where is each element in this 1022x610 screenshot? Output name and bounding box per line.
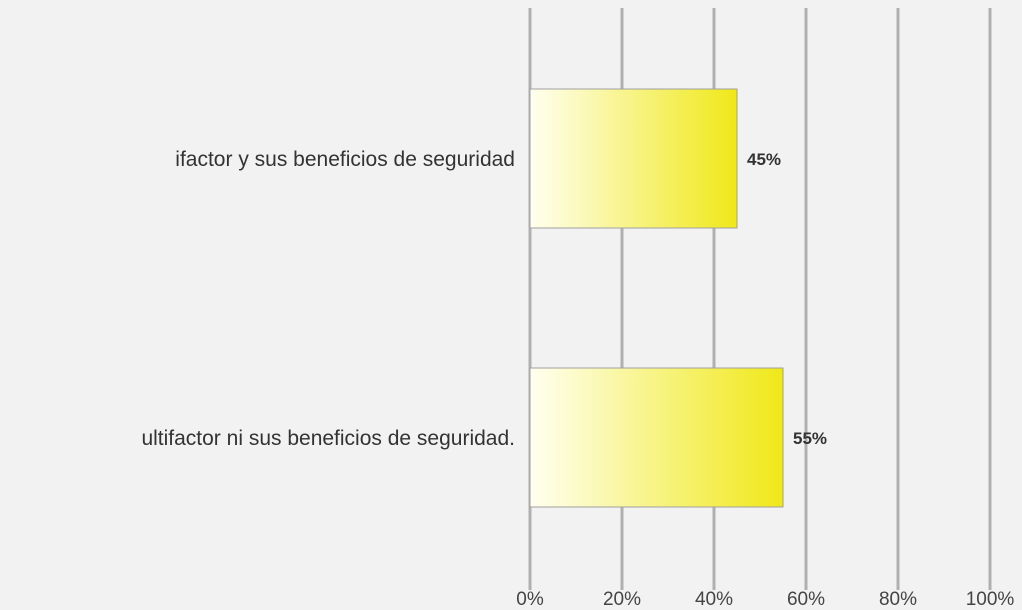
x-tick-label: 100%	[966, 589, 1015, 610]
value-label: 45%	[747, 150, 781, 169]
bar	[529, 88, 738, 229]
category-label: ultifactor ni sus beneficios de segurida…	[141, 427, 515, 450]
x-tick-label: 40%	[695, 589, 733, 610]
x-tick-label: 80%	[879, 589, 917, 610]
category-label: ifactor y sus beneficios de seguridad	[175, 148, 515, 171]
value-label: 55%	[793, 429, 827, 448]
x-tick-label: 0%	[516, 589, 544, 610]
x-tick-label: 60%	[787, 589, 825, 610]
bar	[529, 367, 784, 508]
x-tick-label: 20%	[603, 589, 641, 610]
